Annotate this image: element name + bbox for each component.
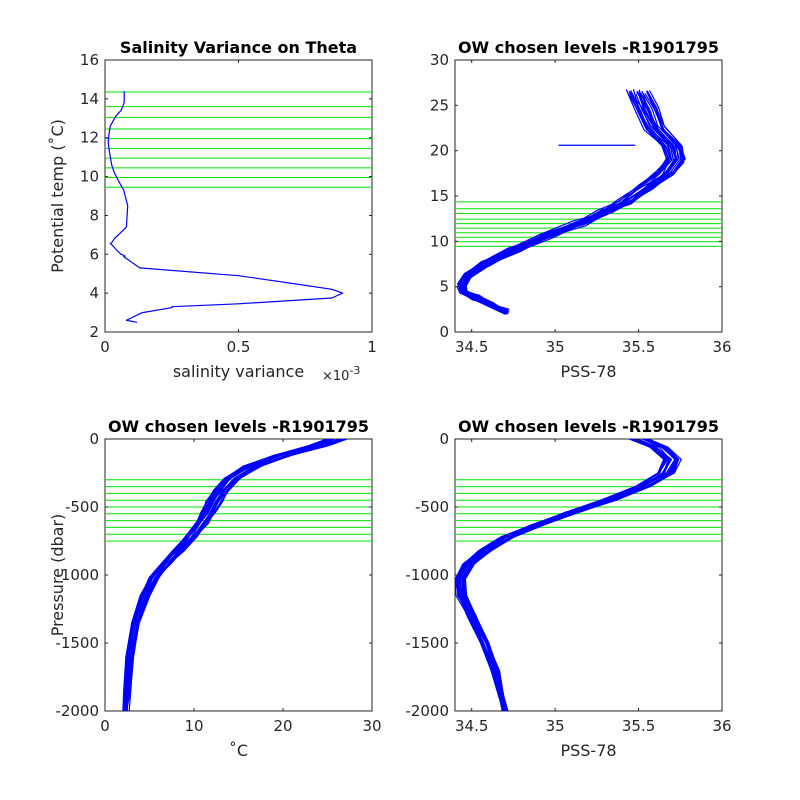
y-tick-label: -1500 [405, 634, 449, 652]
profile-line [124, 439, 332, 711]
x-tick-label: 36 [712, 717, 731, 735]
y-tick-label: 0 [439, 323, 449, 341]
profile-line [462, 90, 677, 313]
x-tick-label: 34.5 [455, 338, 488, 356]
y-tick-label: 8 [89, 206, 99, 224]
chart-title: OW chosen levels -R1901795 [108, 417, 369, 436]
chart-title: Salinity Variance on Theta [120, 38, 357, 57]
x-tick-label: 0 [100, 717, 110, 735]
profile-line [125, 439, 343, 711]
data-layer [455, 439, 722, 711]
chart-p2: 34.5 35 35.5 36 0 5 10 15 20 25 30 OW chosen levels… [430, 38, 732, 381]
y-axis-label: Pressure (dbar) [48, 514, 67, 637]
profile-line [123, 439, 331, 711]
y-tick-label: 10 [80, 168, 99, 186]
y-tick-label: 0 [439, 430, 449, 448]
y-tick-label: -2000 [405, 702, 449, 720]
plot-area [454, 59, 723, 333]
y-tick-label: -1000 [55, 566, 99, 584]
plot-area [454, 438, 723, 712]
x-tick-label: 1 [367, 338, 377, 356]
x-tick-label: 35.5 [622, 717, 655, 735]
plot-area [104, 438, 373, 712]
y-tick-label: 5 [439, 278, 449, 296]
x-axis-label: PSS-78 [560, 362, 616, 381]
y-tick-label: -500 [415, 498, 449, 516]
y-tick-label: 20 [430, 142, 449, 160]
data-layer [105, 439, 372, 711]
y-tick-label: 4 [89, 284, 99, 302]
variance-line [107, 91, 344, 323]
x-tick-label: 10 [184, 717, 203, 735]
chart-title: OW chosen levels -R1901795 [458, 417, 719, 436]
x-exponent-power: -3 [349, 364, 360, 377]
x-tick-label: 36 [712, 338, 731, 356]
y-tick-label: 25 [430, 96, 449, 114]
y-tick-label: 15 [430, 187, 449, 205]
y-tick-label: -1500 [55, 634, 99, 652]
y-tick-label: -2000 [55, 702, 99, 720]
profile-line [462, 93, 682, 312]
y-tick-label: -1000 [405, 566, 449, 584]
y-tick-label: 0 [89, 430, 99, 448]
profile-line [463, 439, 678, 711]
x-exponent-base: ×10 [322, 369, 349, 384]
x-tick-label: 35.5 [622, 338, 655, 356]
chart-p3: 0 10 20 30 -2000 -1500 -1000 -500 0 OW chosen lev… [48, 417, 382, 760]
y-tick-label: 12 [80, 129, 99, 147]
x-tick-label: 0.5 [227, 338, 251, 356]
x-tick-label: 20 [273, 717, 292, 735]
data-layer [105, 91, 372, 323]
x-tick-label: 34.5 [455, 717, 488, 735]
x-tick-label: 35 [546, 717, 565, 735]
y-tick-label: 16 [80, 51, 99, 69]
x-axis-label: PSS-78 [560, 741, 616, 760]
data-layer [455, 89, 722, 316]
y-tick-label: 10 [430, 232, 449, 250]
plot-area [104, 59, 373, 333]
profile-line [456, 439, 671, 711]
y-axis-label: Potential temp (˚C) [48, 119, 67, 273]
x-tick-label: 35 [546, 338, 565, 356]
y-tick-label: 30 [430, 51, 449, 69]
profile-line [457, 93, 672, 314]
x-axis-label: ˚C [229, 741, 248, 760]
x-tick-label: 30 [362, 717, 381, 735]
y-tick-label: -500 [65, 498, 99, 516]
x-axis-label: salinity variance [173, 362, 304, 381]
chart-p4: 34.5 35 35.5 36 -2000 -1500 -1000 -500 0 OW chose… [405, 417, 731, 760]
y-tick-label: 2 [89, 323, 99, 341]
y-tick-label: 6 [89, 245, 99, 263]
x-axis-exponent: ×10-3 [322, 364, 360, 384]
profile-line [456, 439, 666, 711]
chart-title: OW chosen levels -R1901795 [458, 38, 719, 57]
y-tick-label: 14 [80, 90, 99, 108]
x-tick-label: 0 [100, 338, 110, 356]
